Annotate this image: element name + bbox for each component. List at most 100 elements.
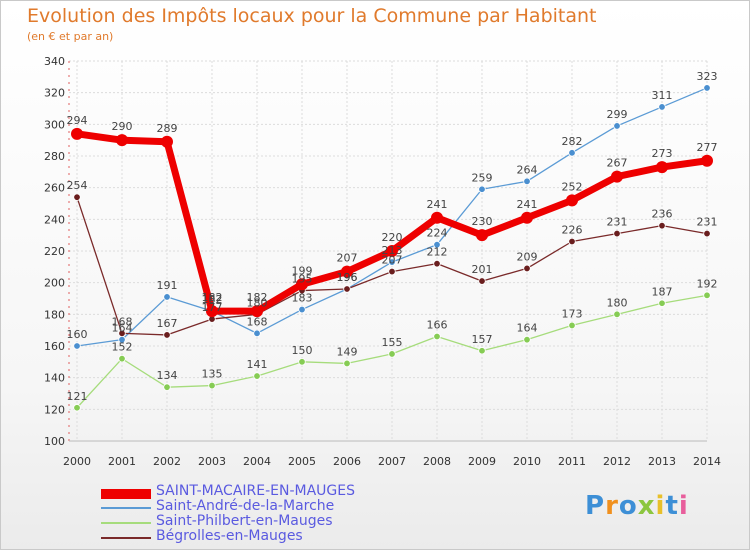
data-label: 160 xyxy=(67,328,88,341)
legend-swatch xyxy=(101,489,151,499)
data-label: 213 xyxy=(382,244,403,257)
data-point xyxy=(476,229,488,242)
data-label: 323 xyxy=(697,70,718,83)
data-label: 201 xyxy=(472,263,493,276)
logo-letter: i xyxy=(678,491,689,521)
data-label: 182 xyxy=(202,293,223,306)
chart-axes: 1001201401601802002202402602803003203402… xyxy=(44,55,721,468)
x-tick-label: 2007 xyxy=(378,455,406,468)
data-point xyxy=(656,161,668,174)
data-label: 182 xyxy=(202,291,223,304)
data-point xyxy=(386,245,398,257)
x-tick-label: 2008 xyxy=(423,455,451,468)
legend-swatch xyxy=(101,537,151,539)
data-point xyxy=(658,103,666,111)
y-tick-label: 260 xyxy=(44,182,65,195)
data-point xyxy=(523,264,531,273)
logo-letter: i xyxy=(655,491,666,521)
data-label: 192 xyxy=(697,277,718,290)
data-point xyxy=(703,84,711,92)
data-point xyxy=(116,134,128,147)
data-label: 183 xyxy=(292,292,313,305)
chart-data-labels: 160 164 191 182 168 183 196 213 224 259 264 282 299 3… xyxy=(67,70,718,403)
x-tick-label: 2001 xyxy=(108,455,136,468)
data-label: 241 xyxy=(427,198,448,211)
logo-letter: r xyxy=(605,491,619,521)
x-tick-label: 2014 xyxy=(693,455,721,468)
data-label: 152 xyxy=(112,341,133,354)
data-label: 182 xyxy=(247,291,268,304)
legend-label: Saint-Philbert-en-Mauges xyxy=(156,513,333,529)
data-point xyxy=(71,127,83,140)
data-label: 164 xyxy=(112,322,133,335)
x-tick-label: 2009 xyxy=(468,455,496,468)
chart-grid xyxy=(69,60,708,442)
data-point xyxy=(478,347,486,355)
data-label: 290 xyxy=(112,120,133,133)
data-label: 207 xyxy=(382,254,403,267)
data-label: 230 xyxy=(472,215,493,228)
data-label: 157 xyxy=(472,333,493,346)
data-label: 231 xyxy=(607,216,628,229)
data-point xyxy=(433,240,441,249)
data-point xyxy=(701,154,713,167)
legend-swatch xyxy=(101,507,151,509)
y-tick-label: 300 xyxy=(44,118,65,131)
data-label: 311 xyxy=(652,89,673,102)
data-label: 241 xyxy=(517,198,538,211)
data-label: 121 xyxy=(67,390,88,403)
data-label: 134 xyxy=(157,369,178,382)
logo-letter: x xyxy=(637,491,656,521)
x-tick-label: 2004 xyxy=(243,455,271,468)
data-label: 207 xyxy=(337,252,358,265)
data-label: 135 xyxy=(202,368,223,381)
data-label: 282 xyxy=(562,135,583,148)
data-point xyxy=(208,381,216,390)
data-point xyxy=(298,305,306,314)
y-tick-label: 160 xyxy=(44,340,65,353)
data-point xyxy=(388,350,396,358)
data-label: 195 xyxy=(292,273,313,286)
legend-label: SAINT-MACAIRE-EN-MAUGES xyxy=(156,483,356,499)
x-tick-label: 2011 xyxy=(558,455,586,468)
x-tick-label: 2000 xyxy=(63,455,91,468)
data-label: 180 xyxy=(607,296,628,309)
chart-subtitle: (en € et par an) xyxy=(27,30,114,43)
data-point xyxy=(73,404,81,412)
data-label: 226 xyxy=(562,224,583,237)
data-point xyxy=(251,305,263,318)
x-tick-label: 2013 xyxy=(648,455,676,468)
data-point xyxy=(613,122,621,130)
data-point xyxy=(568,321,576,330)
data-point xyxy=(566,194,578,207)
data-point xyxy=(388,267,396,276)
y-tick-label: 180 xyxy=(44,308,65,321)
legend-swatch xyxy=(101,522,151,524)
data-point xyxy=(163,293,171,301)
y-tick-label: 320 xyxy=(44,87,65,100)
data-point xyxy=(73,342,81,350)
data-label: 259 xyxy=(472,171,493,184)
y-tick-label: 140 xyxy=(44,372,65,385)
data-label: 164 xyxy=(517,322,538,335)
data-point xyxy=(433,332,441,341)
logo-letter: t xyxy=(665,491,679,521)
data-label: 254 xyxy=(67,179,88,192)
data-label: 166 xyxy=(427,319,448,332)
data-label: 289 xyxy=(157,122,178,135)
data-point xyxy=(478,185,486,193)
legend-label: Saint-André-de-la-Marche xyxy=(156,498,335,514)
data-label: 150 xyxy=(292,344,313,357)
data-point xyxy=(253,372,261,380)
data-label: 177 xyxy=(202,301,223,314)
data-point xyxy=(521,211,533,224)
chart-series xyxy=(71,84,713,412)
y-tick-label: 220 xyxy=(44,245,65,258)
data-point xyxy=(568,149,576,157)
y-tick-label: 200 xyxy=(44,277,65,290)
data-point xyxy=(343,285,351,293)
data-point xyxy=(478,277,486,285)
y-tick-label: 120 xyxy=(44,403,65,416)
data-label: 273 xyxy=(652,147,673,160)
